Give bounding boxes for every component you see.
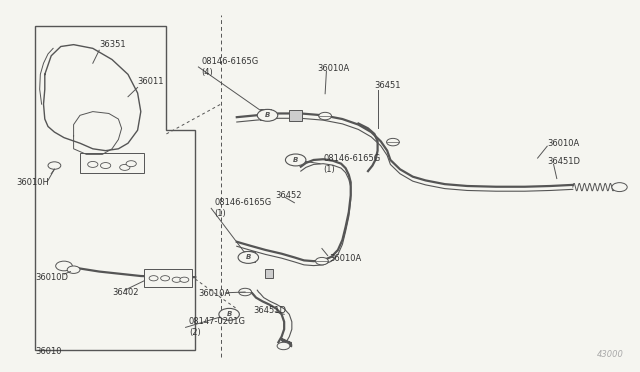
Circle shape <box>180 277 189 282</box>
Circle shape <box>319 112 332 120</box>
Text: 08146-6165G
(1): 08146-6165G (1) <box>323 154 380 174</box>
Text: 36010A: 36010A <box>330 254 362 263</box>
Circle shape <box>88 161 98 167</box>
Text: 36010A: 36010A <box>547 139 579 148</box>
Circle shape <box>219 308 239 320</box>
Circle shape <box>56 261 72 271</box>
Text: 08146-6165G
(1): 08146-6165G (1) <box>214 198 271 218</box>
Circle shape <box>161 276 170 281</box>
Text: 08146-6165G
(4): 08146-6165G (4) <box>202 57 259 77</box>
Circle shape <box>387 138 399 146</box>
Text: 36402: 36402 <box>112 288 138 297</box>
Text: 36351: 36351 <box>99 40 126 49</box>
Circle shape <box>239 288 252 296</box>
Text: 36451D: 36451D <box>253 306 286 315</box>
Circle shape <box>316 257 328 265</box>
Text: 36010H: 36010H <box>16 178 49 187</box>
Text: 43000: 43000 <box>597 350 624 359</box>
Circle shape <box>612 183 627 192</box>
Text: 08147-0201G
(2): 08147-0201G (2) <box>189 317 246 337</box>
Bar <box>260 109 271 120</box>
Text: 36010: 36010 <box>35 347 61 356</box>
Circle shape <box>120 164 130 170</box>
Circle shape <box>126 161 136 167</box>
Circle shape <box>100 163 111 169</box>
Bar <box>144 269 192 287</box>
Circle shape <box>257 109 278 121</box>
Text: 36451D: 36451D <box>547 157 580 166</box>
Circle shape <box>277 342 290 350</box>
Text: 36451: 36451 <box>374 81 401 90</box>
Bar <box>80 153 144 173</box>
Circle shape <box>149 276 158 281</box>
Text: 36452: 36452 <box>275 191 301 200</box>
Circle shape <box>238 251 259 263</box>
Text: B: B <box>246 254 251 260</box>
Circle shape <box>285 154 306 166</box>
Bar <box>244 251 255 262</box>
Text: 36010A: 36010A <box>317 64 349 73</box>
Bar <box>289 110 302 121</box>
Text: 36011: 36011 <box>138 77 164 86</box>
Circle shape <box>67 266 80 273</box>
Circle shape <box>172 277 181 282</box>
Text: B: B <box>293 157 298 163</box>
Text: 36010A: 36010A <box>198 289 230 298</box>
Text: B: B <box>227 311 232 317</box>
Circle shape <box>48 162 61 169</box>
Text: 36010D: 36010D <box>35 273 68 282</box>
Text: B: B <box>265 112 270 118</box>
Bar <box>265 269 273 278</box>
